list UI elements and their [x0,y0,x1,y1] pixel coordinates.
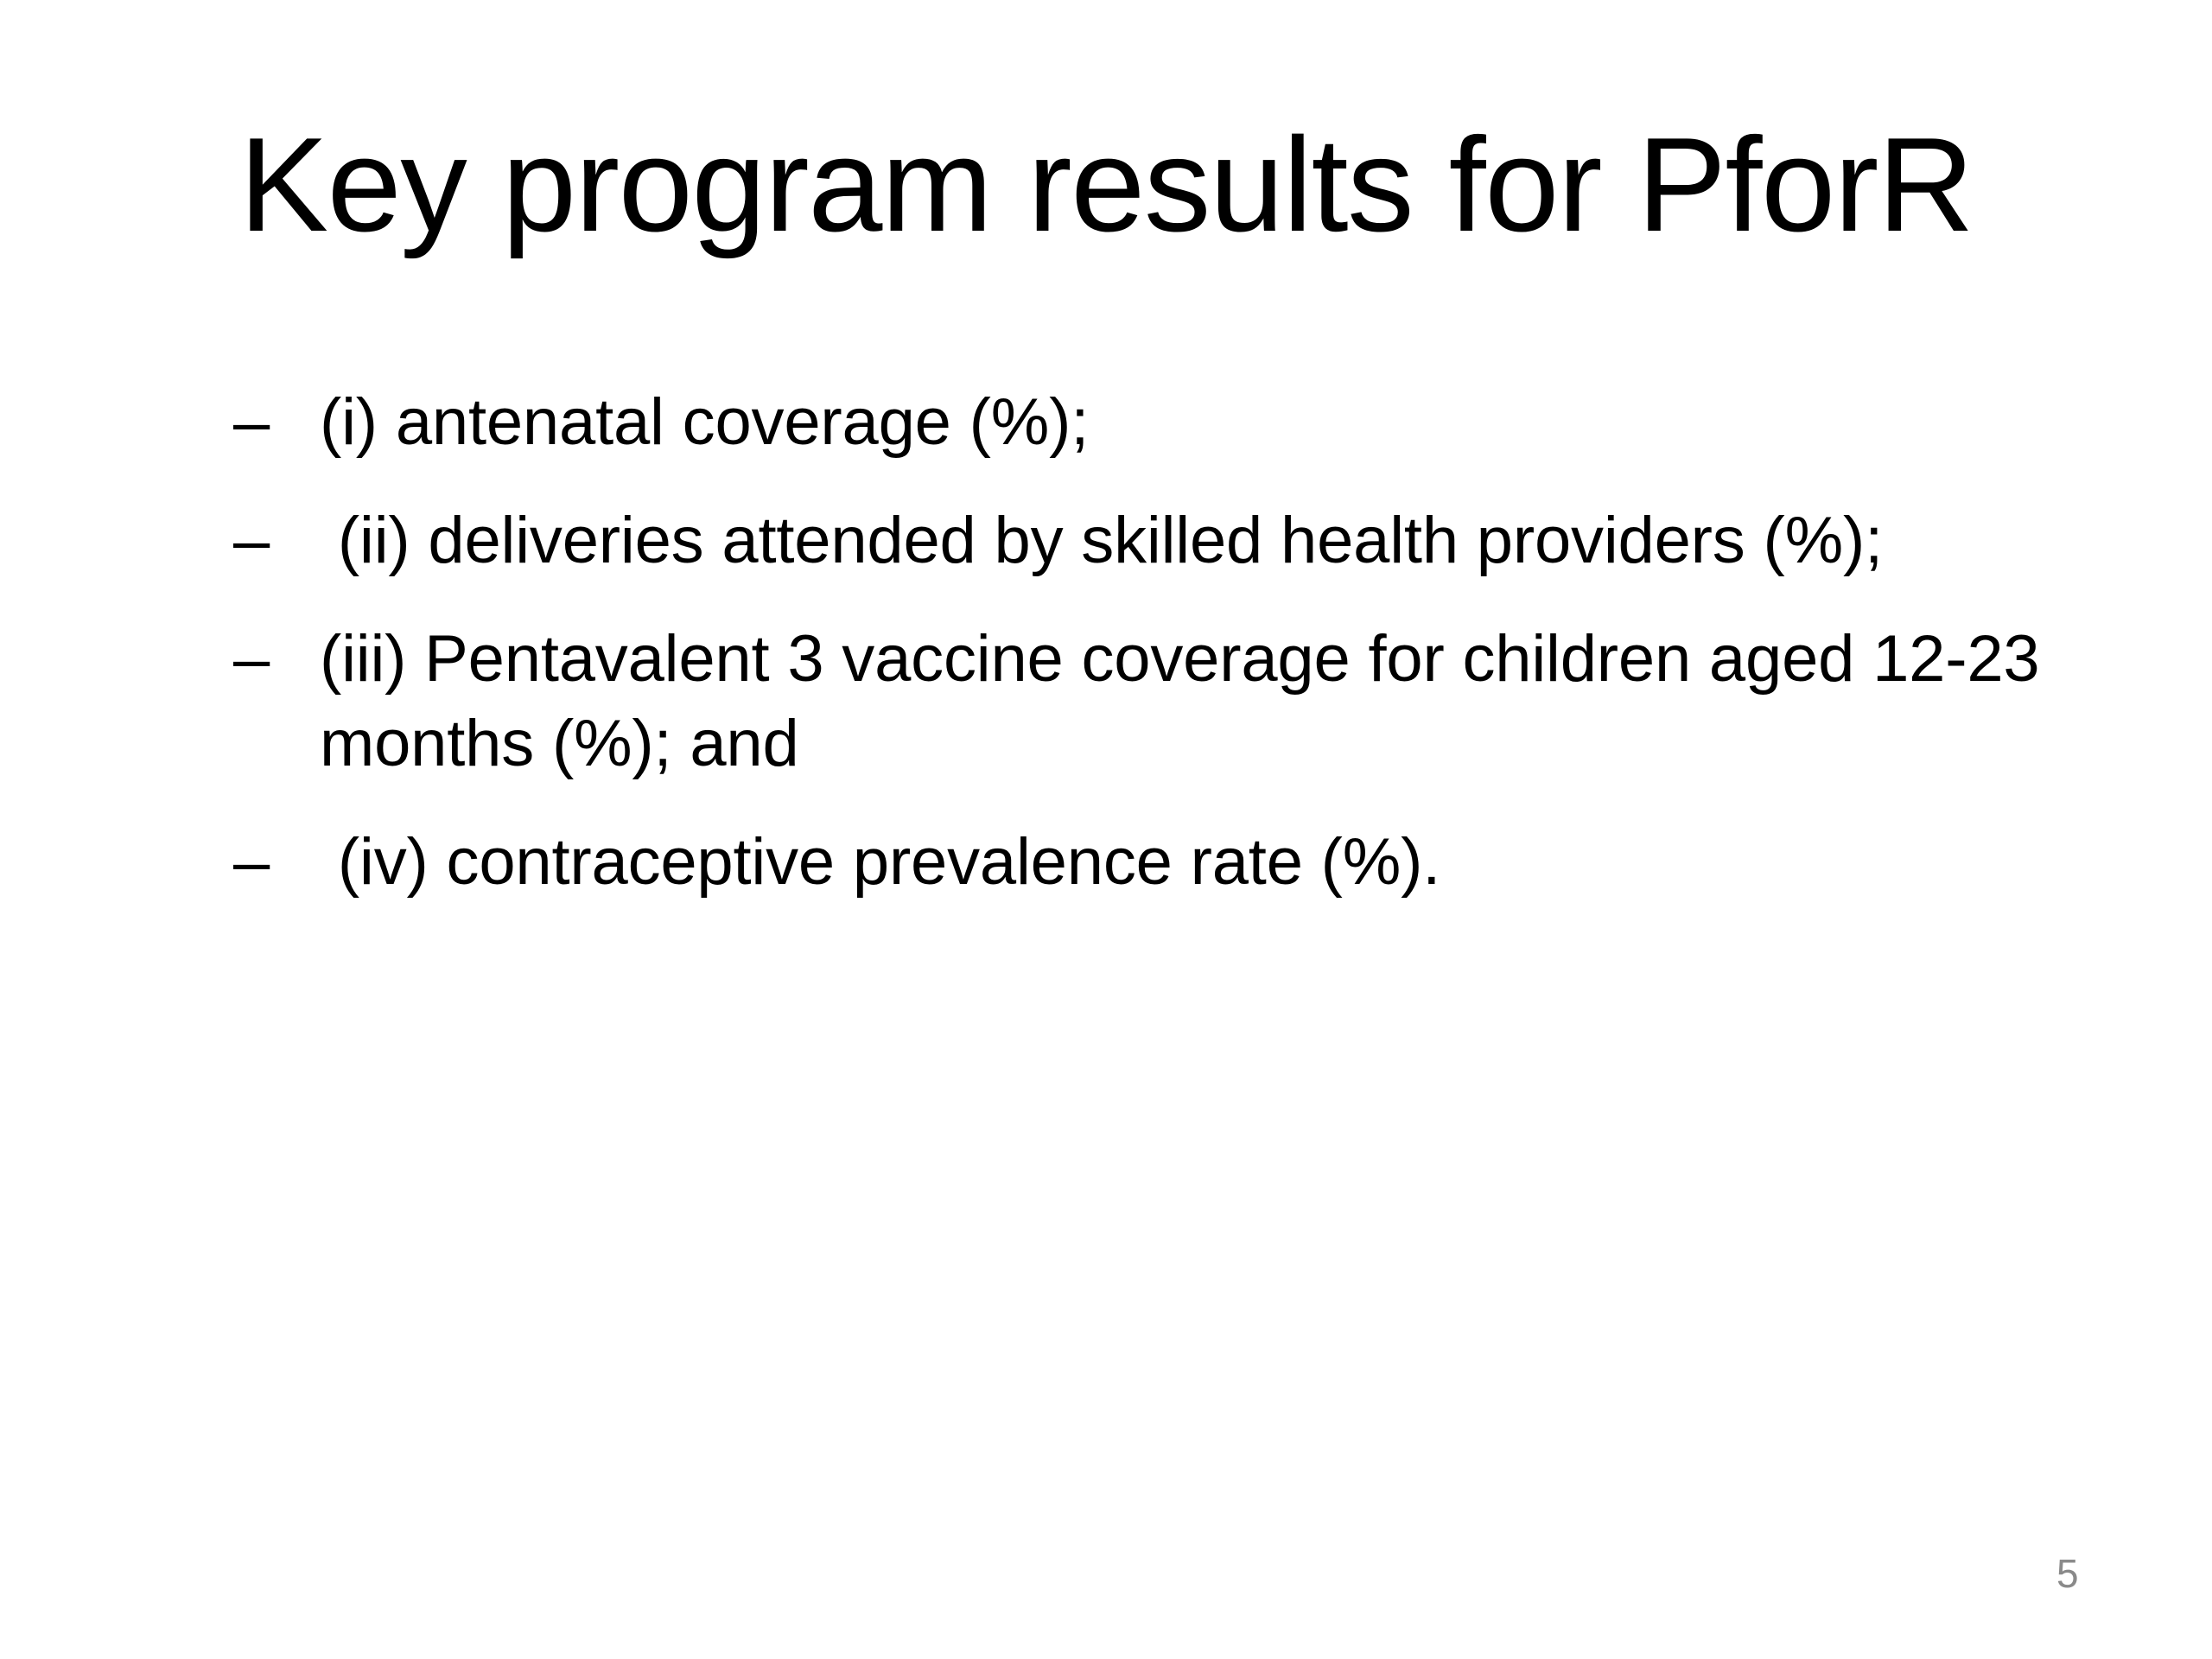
dash-bullet-icon: – [233,621,270,696]
dash-bullet-icon: – [233,385,270,459]
slide-page-number: 5 [2056,1551,2079,1596]
dash-bullet-icon: – [233,503,270,577]
list-item: – (iii) Pentavalent 3 vaccine coverage f… [233,617,2117,788]
list-item-text: (ii) deliveries attended by skilled heal… [320,503,1883,577]
page-title: Key program results for PforR [238,110,1974,259]
slide-body-content: – (i) antenatal coverage (%); – (ii) del… [233,380,2117,906]
list-item: – (i) antenatal coverage (%); [233,380,2117,466]
list-item-text: (iv) contraceptive prevalence rate (%). [320,825,1441,899]
list-item-text: (i) antenatal coverage (%); [320,385,1090,459]
list-item-text: (iii) Pentavalent 3 vaccine coverage for… [320,621,2058,781]
list-item: – (ii) deliveries attended by skilled he… [233,499,2117,584]
list-item: – (iv) contraceptive prevalence rate (%)… [233,820,2117,906]
dash-bullet-icon: – [233,825,270,899]
slide-title-block: Key program results for PforR [0,112,2212,257]
